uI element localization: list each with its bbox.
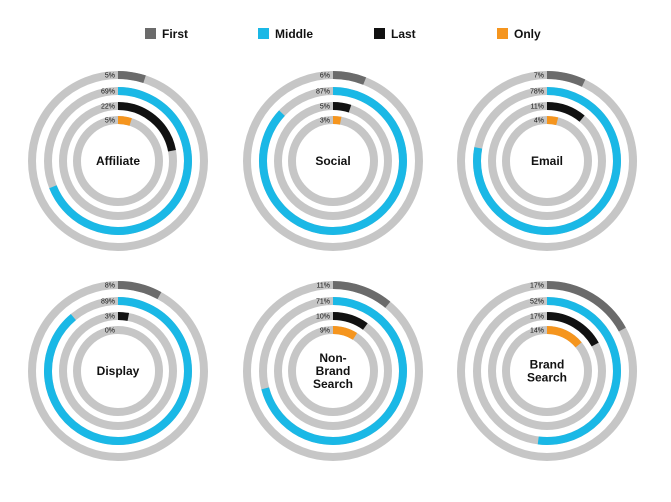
- ring-bar-1-1: [259, 87, 407, 235]
- ring-bar-0-2: [117, 102, 176, 152]
- value-label-1-2: 5%: [320, 104, 330, 111]
- ring-bar-1-2: [332, 101, 352, 113]
- ring-bar-2-1: [473, 87, 621, 235]
- value-label-3-1: 89%: [101, 299, 115, 306]
- value-label-4-0: 11%: [317, 283, 331, 290]
- ring-bar-2-3: [546, 116, 559, 126]
- ring-bar-5-2: [546, 312, 599, 347]
- chart-label-5-0: Brand: [530, 358, 565, 372]
- value-label-3-0: 8%: [105, 283, 115, 290]
- chart-label-3-0: Display: [97, 364, 140, 378]
- value-label-1-3: 3%: [320, 118, 330, 125]
- value-label-2-3: 4%: [534, 118, 544, 125]
- value-label-5-3: 14%: [530, 328, 544, 335]
- legend-label-first: First: [162, 27, 188, 41]
- value-label-2-2: 11%: [531, 104, 545, 111]
- ring-bar-0-0: [117, 71, 146, 84]
- chart-label-2-0: Email: [531, 154, 563, 168]
- ring-bar-2-2: [546, 102, 585, 122]
- value-label-2-1: 78%: [530, 89, 544, 96]
- value-label-4-3: 9%: [320, 328, 330, 335]
- chart-label-4-1: Brand: [316, 364, 351, 378]
- value-label-0-2: 22%: [101, 104, 115, 111]
- value-label-0-3: 5%: [105, 118, 115, 125]
- chart-label-1-0: Social: [315, 154, 350, 168]
- ring-bar-5-1: [537, 297, 621, 445]
- chart-label-0-0: Affiliate: [96, 154, 140, 168]
- value-label-5-2: 17%: [530, 314, 544, 321]
- legend-swatch-middle: [258, 28, 269, 39]
- value-label-0-1: 69%: [101, 89, 115, 96]
- legend-swatch-last: [374, 28, 385, 39]
- value-label-2-0: 7%: [534, 73, 544, 80]
- ring-bar-4-0: [332, 281, 391, 308]
- ring-bar-5-0: [546, 281, 626, 332]
- ring-bar-4-3: [332, 326, 358, 340]
- ring-bar-3-1: [43, 297, 192, 445]
- legend-label-only: Only: [514, 27, 541, 41]
- ring-track-3-3: [73, 326, 163, 416]
- ring-bar-3-2: [117, 311, 130, 321]
- value-label-0-0: 5%: [105, 73, 115, 80]
- value-label-5-0: 17%: [530, 283, 544, 290]
- ring-bar-3-0: [117, 281, 162, 300]
- ring-bar-1-3: [332, 116, 342, 125]
- value-label-1-1: 87%: [316, 89, 330, 96]
- ring-bar-0-3: [117, 116, 132, 126]
- ring-bar-0-1: [49, 87, 192, 235]
- legend-label-middle: Middle: [275, 27, 313, 41]
- ring-bar-1-0: [332, 71, 367, 85]
- value-label-3-2: 3%: [105, 314, 115, 321]
- chart-label-4-0: Non-: [319, 351, 346, 365]
- value-label-3-3: 0%: [105, 328, 115, 335]
- legend-swatch-only: [497, 28, 508, 39]
- ring-bar-5-3: [546, 326, 582, 348]
- ring-bar-2-0: [546, 71, 586, 87]
- value-label-4-1: 71%: [316, 299, 330, 306]
- chart-label-4-2: Search: [313, 377, 353, 391]
- legend-label-last: Last: [391, 27, 416, 41]
- value-label-4-2: 10%: [316, 314, 330, 321]
- value-label-1-0: 6%: [320, 73, 330, 80]
- ring-bar-4-1: [261, 297, 407, 445]
- ring-bar-4-2: [332, 312, 368, 330]
- legend-swatch-first: [145, 28, 156, 39]
- chart-label-5-1: Search: [527, 371, 567, 385]
- value-label-5-1: 52%: [530, 299, 544, 306]
